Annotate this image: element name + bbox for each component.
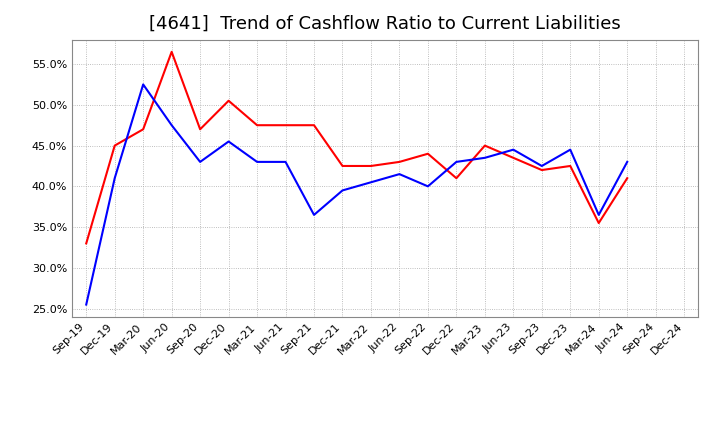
Free CF to Current Liabilities bbox=[196, 159, 204, 165]
Free CF to Current Liabilities bbox=[110, 176, 119, 181]
Operating CF to Current Liabilities bbox=[253, 123, 261, 128]
Free CF to Current Liabilities bbox=[480, 155, 489, 161]
Free CF to Current Liabilities bbox=[167, 123, 176, 128]
Free CF to Current Liabilities bbox=[509, 147, 518, 152]
Free CF to Current Liabilities bbox=[537, 163, 546, 169]
Free CF to Current Liabilities bbox=[253, 159, 261, 165]
Operating CF to Current Liabilities bbox=[452, 176, 461, 181]
Operating CF to Current Liabilities bbox=[196, 127, 204, 132]
Free CF to Current Liabilities bbox=[139, 82, 148, 87]
Operating CF to Current Liabilities bbox=[225, 98, 233, 103]
Operating CF to Current Liabilities bbox=[110, 143, 119, 148]
Line: Operating CF to Current Liabilities: Operating CF to Current Liabilities bbox=[86, 52, 627, 243]
Operating CF to Current Liabilities bbox=[509, 155, 518, 161]
Title: [4641]  Trend of Cashflow Ratio to Current Liabilities: [4641] Trend of Cashflow Ratio to Curren… bbox=[149, 15, 621, 33]
Free CF to Current Liabilities bbox=[452, 159, 461, 165]
Free CF to Current Liabilities bbox=[595, 212, 603, 217]
Free CF to Current Liabilities bbox=[225, 139, 233, 144]
Free CF to Current Liabilities bbox=[338, 188, 347, 193]
Free CF to Current Liabilities bbox=[310, 212, 318, 217]
Operating CF to Current Liabilities bbox=[395, 159, 404, 165]
Free CF to Current Liabilities bbox=[282, 159, 290, 165]
Free CF to Current Liabilities bbox=[623, 159, 631, 165]
Free CF to Current Liabilities bbox=[82, 302, 91, 307]
Operating CF to Current Liabilities bbox=[167, 49, 176, 55]
Free CF to Current Liabilities bbox=[366, 180, 375, 185]
Operating CF to Current Liabilities bbox=[537, 167, 546, 172]
Operating CF to Current Liabilities bbox=[282, 123, 290, 128]
Operating CF to Current Liabilities bbox=[480, 143, 489, 148]
Operating CF to Current Liabilities bbox=[366, 163, 375, 169]
Operating CF to Current Liabilities bbox=[139, 127, 148, 132]
Free CF to Current Liabilities bbox=[395, 172, 404, 177]
Operating CF to Current Liabilities bbox=[338, 163, 347, 169]
Free CF to Current Liabilities bbox=[423, 184, 432, 189]
Operating CF to Current Liabilities bbox=[310, 123, 318, 128]
Operating CF to Current Liabilities bbox=[623, 176, 631, 181]
Line: Free CF to Current Liabilities: Free CF to Current Liabilities bbox=[86, 84, 627, 304]
Free CF to Current Liabilities bbox=[566, 147, 575, 152]
Operating CF to Current Liabilities bbox=[82, 241, 91, 246]
Operating CF to Current Liabilities bbox=[423, 151, 432, 156]
Operating CF to Current Liabilities bbox=[566, 163, 575, 169]
Operating CF to Current Liabilities bbox=[595, 220, 603, 226]
